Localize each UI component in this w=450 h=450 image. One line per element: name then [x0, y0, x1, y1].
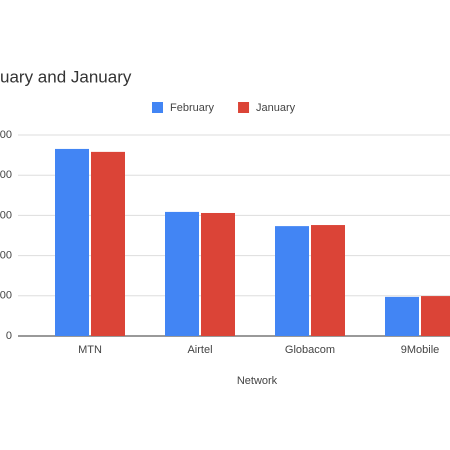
bar [275, 226, 309, 336]
x-tick-label: 9Mobile [401, 344, 440, 356]
bar [165, 211, 199, 336]
bar [201, 212, 235, 336]
legend-label: January [256, 102, 296, 114]
x-tick-label: Airtel [187, 344, 212, 356]
y-tick-label: 00 [0, 129, 12, 141]
bar [385, 296, 419, 336]
legend-label: February [170, 102, 215, 114]
x-tick-label: MTN [78, 344, 102, 356]
y-tick-label: 0 [6, 330, 12, 342]
y-tick-label: 00 [0, 290, 12, 302]
y-tick-label: 00 [0, 209, 12, 221]
chart-title: uary and January [0, 67, 132, 86]
y-tick-label: 00 [0, 169, 12, 181]
bar [311, 225, 345, 336]
legend-swatch [152, 102, 163, 113]
y-tick-label: 00 [0, 250, 12, 262]
legend-swatch [238, 102, 250, 113]
x-tick-label: Globacom [285, 344, 335, 356]
bar [421, 296, 450, 336]
bar [91, 151, 125, 336]
bar [55, 148, 89, 336]
x-axis-title: Network [237, 375, 278, 387]
